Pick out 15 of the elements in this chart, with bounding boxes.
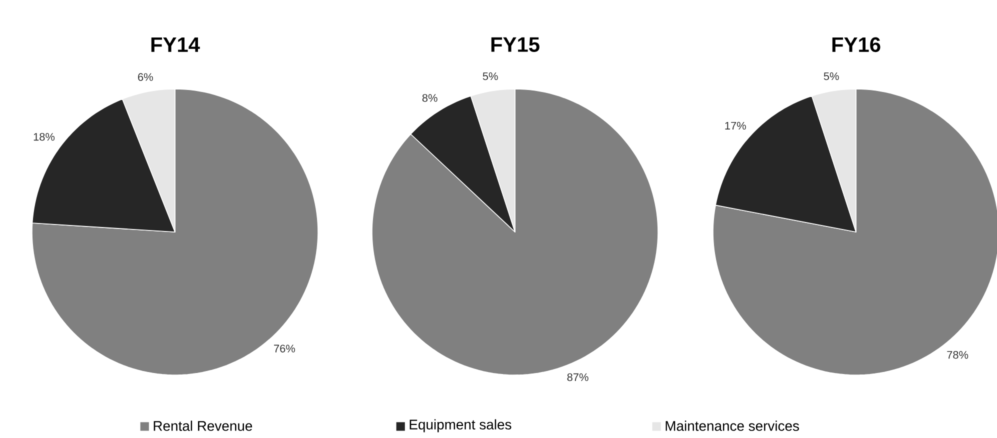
chart-title: FY16: [832, 37, 880, 52]
data-label: 87%: [567, 373, 588, 382]
data-label: 18%: [34, 132, 55, 141]
chart-title: FY15: [491, 37, 540, 52]
data-label: 17%: [725, 122, 746, 130]
data-label: 5%: [482, 72, 498, 80]
data-label: 76%: [274, 344, 295, 352]
data-label: 6%: [138, 73, 153, 81]
legend-label: Rental Revenue: [154, 420, 252, 431]
legend-label: Maintenance services: [666, 420, 799, 431]
data-label: 78%: [947, 350, 968, 359]
legend-label: Equipment sales: [410, 419, 512, 432]
data-label: 5%: [824, 72, 839, 80]
data-label: 8%: [422, 94, 438, 102]
chart-title: FY14: [151, 37, 200, 52]
